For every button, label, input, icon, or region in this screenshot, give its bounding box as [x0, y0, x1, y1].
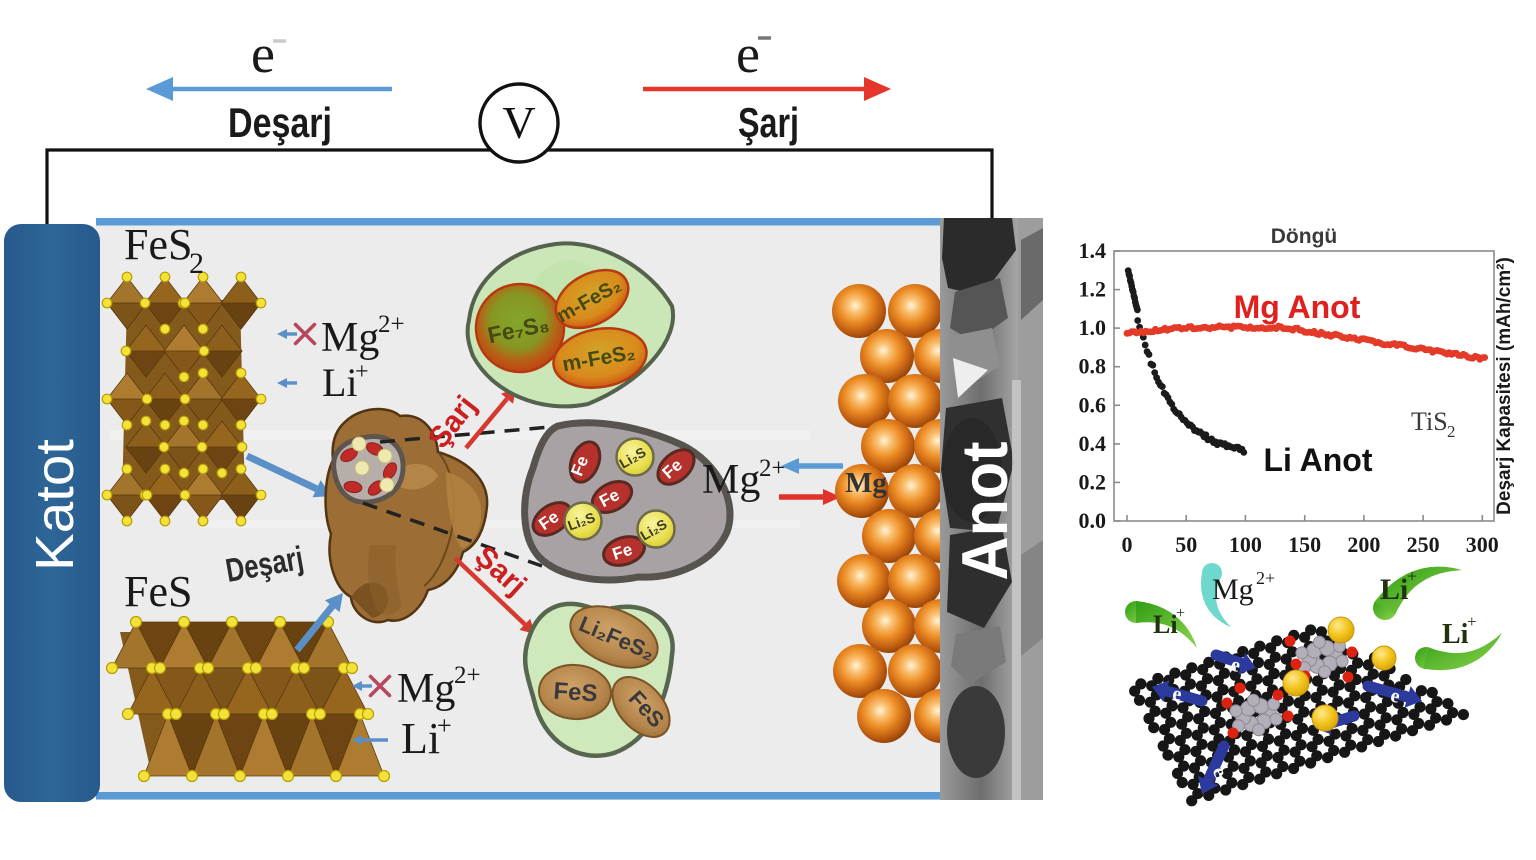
svg-text:2+: 2+ [759, 455, 786, 482]
svg-text:V: V [502, 97, 535, 148]
svg-text:FeS: FeS [124, 220, 192, 269]
svg-text:Deşarj Kapasitesi (mAh/cm²): Deşarj Kapasitesi (mAh/cm²) [1494, 257, 1515, 515]
svg-text:FeS: FeS [553, 678, 599, 708]
svg-text:2+: 2+ [1256, 568, 1275, 588]
svg-text:0.6: 0.6 [1079, 392, 1107, 417]
svg-text:Li: Li [1442, 619, 1469, 650]
svg-text:0: 0 [1122, 532, 1133, 557]
svg-text:150: 150 [1288, 532, 1321, 557]
svg-text:e: e [736, 24, 760, 84]
svg-text:2+: 2+ [378, 311, 405, 338]
svg-text:1.4: 1.4 [1079, 238, 1107, 263]
svg-text:Mg: Mg [702, 457, 760, 503]
svg-text:+: + [355, 359, 369, 385]
svg-text:Li: Li [1153, 610, 1178, 639]
svg-text:e: e [251, 24, 275, 84]
svg-text:50: 50 [1175, 532, 1197, 557]
svg-text:1.2: 1.2 [1079, 277, 1107, 302]
svg-text:Anot: Anot [948, 442, 1021, 581]
svg-text:Mg: Mg [397, 666, 455, 712]
svg-text:2: 2 [189, 247, 204, 280]
svg-text:TiS: TiS [1411, 407, 1448, 436]
svg-text:+: + [1176, 605, 1185, 622]
svg-text:Mg: Mg [845, 467, 887, 499]
svg-text:1.0: 1.0 [1079, 315, 1107, 340]
svg-text:Li Anot: Li Anot [1264, 442, 1373, 478]
svg-text:250: 250 [1407, 532, 1440, 557]
svg-text:Şarj: Şarj [738, 99, 799, 146]
svg-text:0.8: 0.8 [1079, 354, 1107, 379]
svg-text:Döngü: Döngü [1271, 225, 1337, 248]
svg-text:200: 200 [1347, 532, 1380, 557]
svg-text:FeS: FeS [124, 567, 192, 616]
svg-text:+: + [1467, 612, 1477, 631]
svg-text:Mg: Mg [1212, 573, 1254, 606]
svg-text:Li: Li [1380, 573, 1408, 606]
svg-text:Mg: Mg [321, 315, 379, 361]
svg-text:Deşarj: Deşarj [228, 99, 332, 146]
svg-text:e: e [1171, 682, 1184, 705]
svg-text:+: + [1407, 566, 1417, 586]
svg-text:0.2: 0.2 [1079, 469, 1107, 494]
svg-text:Li: Li [401, 714, 440, 763]
svg-text:300: 300 [1466, 532, 1499, 557]
svg-text:2+: 2+ [454, 662, 481, 689]
svg-text:100: 100 [1229, 532, 1262, 557]
svg-text:0.0: 0.0 [1079, 508, 1107, 533]
svg-text:Katot: Katot [25, 439, 85, 571]
svg-text:+: + [437, 711, 452, 740]
svg-text:Li: Li [322, 360, 358, 405]
svg-text:2: 2 [1447, 422, 1456, 441]
svg-text:0.4: 0.4 [1079, 431, 1107, 456]
svg-text:Mg Anot: Mg Anot [1234, 289, 1361, 325]
